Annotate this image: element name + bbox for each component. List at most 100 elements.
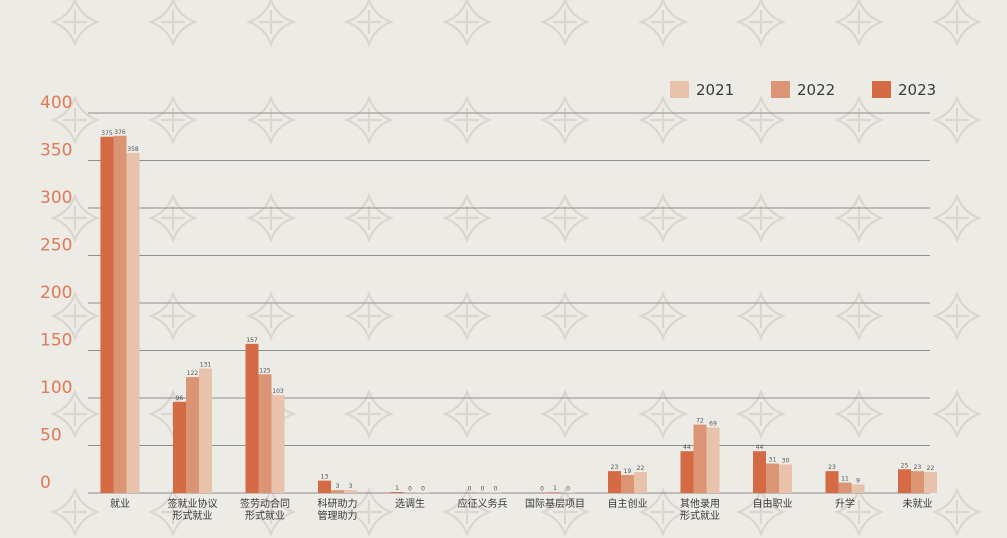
- bar: [258, 374, 272, 493]
- bar: [173, 401, 186, 493]
- bar: [344, 490, 357, 493]
- bar-value-label: 19: [624, 468, 632, 475]
- bar-value-label: 3: [336, 483, 340, 490]
- watermark-icon: [147, 192, 199, 244]
- bar: [100, 136, 114, 493]
- bar-value-label: 0: [468, 486, 472, 493]
- bar-value-label: 375: [101, 130, 113, 137]
- watermark-icon: [49, 290, 101, 342]
- legend-swatch: [670, 81, 689, 98]
- bar-value-label: 44: [756, 444, 764, 451]
- bar-value-label: 22: [927, 465, 935, 472]
- watermark-icon: [735, 388, 787, 440]
- legend-label: 2023: [898, 81, 936, 99]
- y-tick-label: 400: [40, 93, 72, 113]
- watermark-icon: [735, 486, 787, 538]
- watermark-icon: [245, 94, 297, 146]
- bar: [680, 451, 694, 493]
- watermark-icon: [539, 94, 591, 146]
- gridlines: [88, 112, 930, 494]
- bar: [838, 482, 852, 493]
- watermark-icon: [539, 290, 591, 342]
- watermark-icon: [637, 192, 689, 244]
- bar-value-label: 96: [176, 395, 184, 402]
- bar: [548, 492, 562, 493]
- y-tick-label: 50: [40, 426, 62, 446]
- watermark-icon: [49, 486, 101, 538]
- bar: [621, 474, 634, 493]
- watermark-icon: [931, 290, 983, 342]
- watermark-icon: [735, 192, 787, 244]
- bar: [851, 484, 865, 493]
- bar: [898, 469, 911, 493]
- watermark-icon: [49, 94, 101, 146]
- watermark-icon: [931, 192, 983, 244]
- bar-value-label: 31: [769, 457, 777, 464]
- watermark-icon: [147, 94, 199, 146]
- watermark-icon: [49, 0, 101, 48]
- bar: [911, 471, 924, 493]
- watermark-icon: [735, 290, 787, 342]
- bar-value-label: 25: [901, 462, 909, 469]
- watermark-icon: [147, 0, 199, 48]
- bar: [924, 472, 937, 493]
- watermark-icon: [833, 192, 885, 244]
- watermark-icon: [931, 388, 983, 440]
- bar: [271, 395, 285, 493]
- watermark-icon: [735, 0, 787, 48]
- watermark-icon: [147, 486, 199, 538]
- bar: [706, 427, 720, 493]
- watermark-icon: [833, 486, 885, 538]
- y-tick-label: 150: [40, 331, 72, 351]
- bar: [693, 424, 707, 493]
- watermark-icon: [637, 388, 689, 440]
- watermark-icon: [931, 94, 983, 146]
- watermark-icon: [245, 192, 297, 244]
- watermark-icon: [441, 192, 493, 244]
- bar-value-label: 131: [200, 362, 212, 369]
- bar: [779, 464, 792, 493]
- watermark-icon: [441, 290, 493, 342]
- watermark-icon: [637, 94, 689, 146]
- bar: [634, 472, 647, 493]
- y-tick-label: 350: [40, 141, 72, 161]
- watermark-icon: [343, 94, 395, 146]
- watermark-icon: [245, 290, 297, 342]
- bar-value-label: 0: [481, 486, 485, 493]
- x-category-label: 就业: [110, 497, 130, 510]
- y-tick-label: 100: [40, 378, 72, 398]
- bar: [753, 451, 766, 493]
- watermark-icon: [441, 94, 493, 146]
- bar-value-label: 0: [540, 486, 544, 493]
- legend-label: 2021: [696, 81, 734, 99]
- legend-label: 2022: [797, 81, 835, 99]
- bar-value-label: 11: [841, 476, 849, 483]
- watermark-icon: [833, 290, 885, 342]
- watermark-icon: [343, 486, 395, 538]
- bar-value-label: 69: [709, 420, 717, 427]
- watermark-icon: [147, 290, 199, 342]
- bar: [608, 471, 621, 493]
- bar: [318, 480, 331, 493]
- watermark-icon: [637, 290, 689, 342]
- bar-value-label: 1: [553, 485, 557, 492]
- watermark-icon: [49, 388, 101, 440]
- bar-value-label: 0: [408, 486, 412, 493]
- bar-series: [100, 135, 937, 494]
- bar-value-label: 13: [321, 474, 329, 481]
- watermark-icon: [245, 0, 297, 48]
- x-category-label: 签劳动合同形式就业: [240, 497, 290, 522]
- bar: [126, 152, 140, 493]
- x-category-label: 自由职业: [753, 497, 793, 510]
- x-category-label: 其他录用形式就业: [680, 497, 720, 522]
- bar-value-label: 1: [395, 485, 399, 492]
- bar-value-label: 0: [494, 486, 498, 493]
- watermark-icon: [833, 94, 885, 146]
- legend-swatch: [872, 81, 891, 98]
- x-category-label: 升学: [835, 497, 855, 510]
- bar-value-label: 44: [683, 444, 691, 451]
